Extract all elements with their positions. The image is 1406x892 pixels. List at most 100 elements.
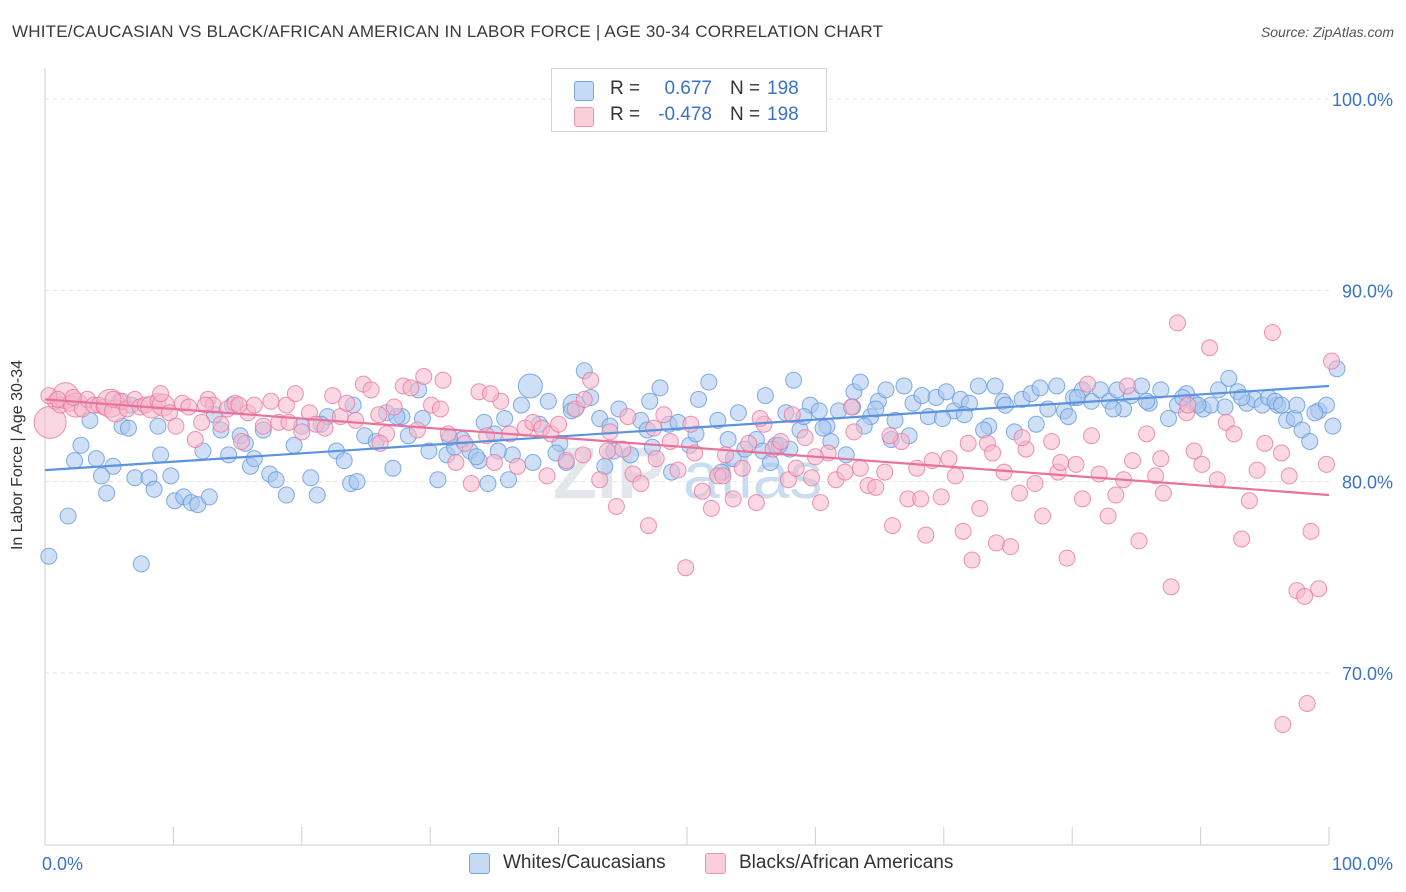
axes	[44, 68, 1330, 846]
data-point	[384, 459, 402, 477]
data-point	[1302, 522, 1320, 540]
data-point	[1124, 452, 1142, 470]
data-point	[434, 371, 452, 389]
data-point	[230, 396, 248, 414]
data-point	[714, 467, 732, 485]
data-point	[814, 419, 832, 437]
data-point	[682, 415, 700, 433]
data-point	[787, 459, 805, 477]
data-point	[733, 459, 751, 477]
data-point	[702, 499, 720, 517]
chart-title: WHITE/CAUCASIAN VS BLACK/AFRICAN AMERICA…	[12, 22, 884, 41]
legend-swatch-blacks	[705, 853, 726, 874]
legend-n-label: N =	[730, 78, 761, 99]
data-point	[986, 377, 1004, 395]
data-point	[700, 373, 718, 391]
data-point	[152, 385, 170, 403]
data-point	[512, 396, 530, 414]
x-tick-label: 0.0%	[42, 854, 83, 874]
data-point	[415, 367, 433, 385]
data-point	[167, 417, 185, 435]
data-point	[40, 547, 58, 565]
data-point	[876, 463, 894, 481]
legend-n-label: N =	[730, 104, 761, 125]
data-point	[1152, 450, 1170, 468]
legend-r-label: R =	[610, 104, 641, 125]
data-point	[851, 373, 869, 391]
data-point	[867, 400, 885, 418]
legend-label-blacks: Blacks/African Americans	[739, 852, 954, 873]
data-point	[1272, 396, 1290, 414]
data-point	[1138, 425, 1156, 443]
data-point	[485, 454, 503, 471]
data-point	[940, 450, 958, 468]
data-point	[87, 450, 105, 468]
data-point	[479, 475, 497, 493]
y-tick-label: 80.0%	[1342, 473, 1393, 493]
data-point	[908, 459, 926, 477]
data-point	[193, 413, 211, 431]
data-point	[932, 488, 950, 506]
data-point	[1225, 425, 1243, 443]
legend-r-value: 0.677	[664, 78, 712, 99]
legend-r-value: -0.478	[658, 104, 712, 125]
data-point	[883, 517, 901, 535]
trend-lines	[44, 384, 1330, 497]
data-point	[954, 522, 972, 540]
data-point	[1058, 549, 1076, 567]
y-axis-label: In Labor Force | Age 30-34	[9, 359, 26, 551]
data-point	[1168, 314, 1186, 332]
data-point	[200, 488, 218, 506]
data-point	[969, 377, 987, 395]
data-point	[550, 415, 568, 433]
data-point	[1298, 694, 1316, 712]
data-point	[1152, 381, 1170, 399]
data-point	[756, 387, 774, 405]
data-point	[796, 429, 814, 447]
data-point	[286, 385, 304, 403]
data-point	[324, 387, 342, 405]
data-point	[1310, 580, 1328, 598]
data-point	[420, 442, 438, 460]
data-point	[1090, 465, 1108, 483]
data-point	[180, 398, 198, 416]
data-point	[385, 398, 403, 416]
data-point	[1138, 392, 1156, 410]
data-point	[539, 392, 557, 410]
data-point	[1216, 398, 1234, 416]
legend-n-value: 198	[767, 104, 799, 125]
data-point	[277, 396, 295, 414]
correlation-legend: R = 0.677 N = 198 R = -0.478 N = 198	[551, 68, 827, 132]
data-point	[1185, 442, 1203, 460]
trend-line	[44, 398, 1330, 497]
data-point	[1301, 432, 1319, 450]
tick-labels: 70.0% 80.0% 90.0% 100.0% 0.0% 100.0%	[42, 90, 1393, 874]
series-blacks-points	[33, 314, 1341, 734]
data-point	[496, 410, 514, 428]
data-point	[1240, 492, 1258, 510]
data-point	[963, 551, 981, 569]
data-point	[842, 398, 860, 416]
data-point	[1034, 507, 1052, 525]
data-point	[810, 402, 828, 420]
legend-r-label: R =	[610, 78, 641, 99]
legend-row-whites: R = 0.677 N = 198	[552, 77, 826, 103]
data-point	[709, 411, 727, 429]
data-point	[740, 434, 758, 452]
data-point	[582, 371, 600, 389]
data-point	[1201, 339, 1219, 357]
legend-swatch-blacks	[574, 107, 594, 127]
data-point	[145, 480, 163, 498]
data-point	[254, 417, 272, 435]
data-point	[785, 371, 803, 389]
data-point	[946, 467, 964, 485]
data-point	[598, 442, 616, 460]
data-point	[1248, 461, 1266, 479]
data-point	[277, 486, 295, 504]
data-point	[996, 396, 1014, 414]
data-point	[632, 475, 650, 493]
data-point	[1220, 369, 1238, 387]
data-point	[913, 387, 931, 405]
data-point	[729, 404, 747, 422]
